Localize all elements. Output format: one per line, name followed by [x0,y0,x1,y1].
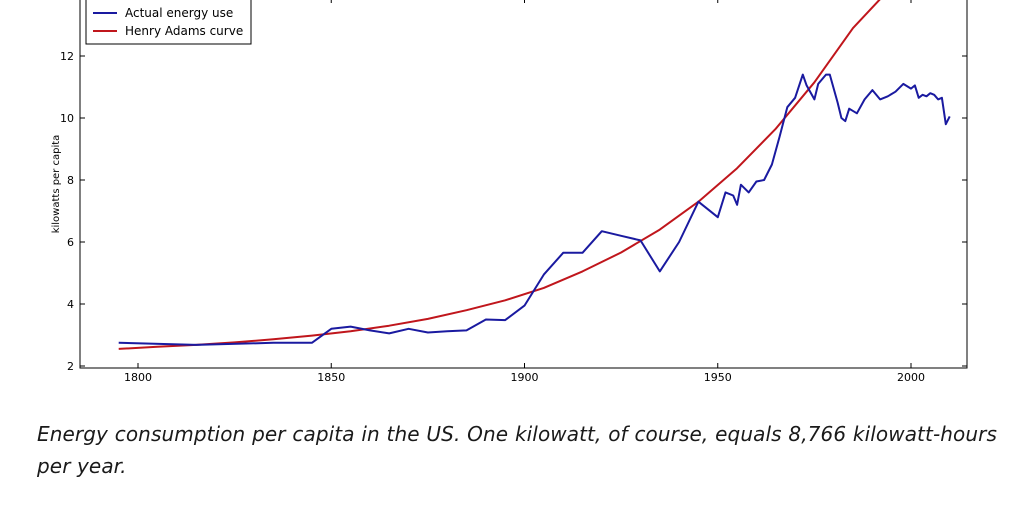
series-layer [118,0,951,350]
y-tick-label: 12 [60,50,74,63]
y-tick-label: 6 [67,236,74,249]
y-tick-label: 2 [67,360,74,373]
x-tick-label: 1900 [511,371,539,384]
x-tick-label: 2000 [897,371,925,384]
series-henry-adams-curve [118,0,881,350]
x-tick-label: 1850 [317,371,345,384]
plot-frame [79,0,968,369]
y-tick-label: 10 [60,112,74,125]
y-axis-label: kilowatts per capita [51,135,62,234]
series-actual-energy-line [118,73,951,346]
legend-label-actual: Actual energy use [125,6,233,20]
axis-ticks [80,0,967,368]
x-tick-label: 1950 [704,371,732,384]
legend-box [85,0,252,45]
legend: Actual energy use Henry Adams curve [85,0,252,45]
tick-labels: 1800 1850 1900 1950 2000 2 4 6 8 10 12 [60,50,925,384]
energy-chart: 1800 1850 1900 1950 2000 2 4 6 8 10 12 kilowatts p… [51,0,968,384]
y-tick-label: 8 [67,174,74,187]
legend-label-adams: Henry Adams curve [125,24,243,38]
x-tick-label: 1800 [124,371,152,384]
y-tick-label: 4 [67,298,74,311]
figure-caption: Energy consumption per capita in the US.… [37,422,997,478]
